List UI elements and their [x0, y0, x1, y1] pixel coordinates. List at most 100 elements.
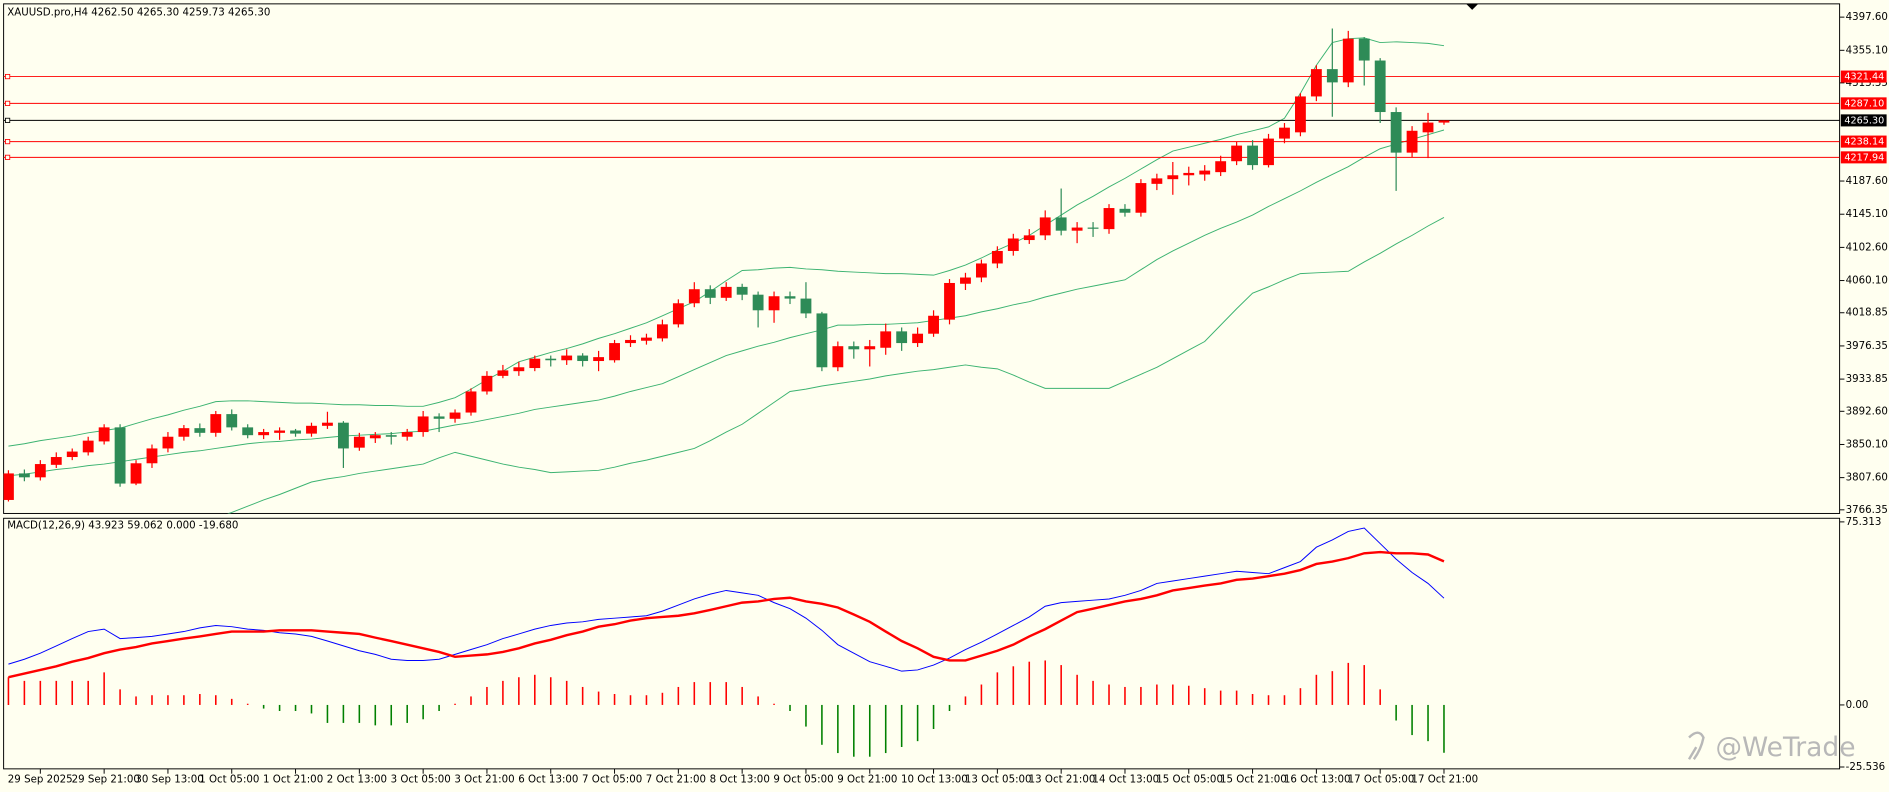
y-tick-label: 4102.60: [1846, 241, 1888, 253]
x-tick-label: 30 Sep 13:00: [135, 774, 203, 786]
candle-body: [210, 414, 222, 433]
candle-body: [1406, 130, 1418, 153]
candle-body: [880, 331, 892, 348]
candle-body: [768, 296, 780, 311]
candle-body: [800, 298, 812, 314]
candle-body: [513, 367, 525, 372]
candle-body: [401, 432, 413, 437]
candle-body: [1199, 170, 1211, 175]
x-tick-label: 13 Oct 21:00: [1029, 774, 1096, 786]
candle-body: [1231, 145, 1243, 162]
y-tick-label: 0.00: [1846, 699, 1869, 711]
y-tick-label: 3850.10: [1846, 438, 1888, 450]
level-handle: [4, 117, 11, 123]
x-tick-label: 3 Oct 21:00: [454, 774, 514, 786]
candle-body: [353, 436, 365, 448]
candle-body: [1247, 145, 1258, 166]
x-tick-label: 15 Oct 05:00: [1156, 774, 1223, 786]
candle-body: [449, 412, 461, 419]
axes: 4397.604355.104313.354187.604145.104102.…: [4, 11, 1888, 786]
x-tick-label: 1 Oct 21:00: [263, 774, 323, 786]
price-plot: [3, 28, 1840, 514]
candle-body: [497, 370, 509, 376]
candle-body: [290, 430, 301, 434]
x-tick-label: 7 Oct 05:00: [582, 774, 642, 786]
candle-body: [178, 428, 190, 437]
x-tick-label: 1 Oct 05:00: [199, 774, 259, 786]
level-tag: [1840, 151, 1887, 164]
candle-body: [417, 416, 429, 433]
candle-body: [672, 303, 684, 325]
y-tick-label: 3976.35: [1846, 340, 1888, 352]
candle-body: [1039, 217, 1051, 236]
candle-body: [114, 427, 126, 484]
macd-pane: [3, 517, 1841, 770]
candle-body: [1358, 38, 1370, 61]
candle-body: [1215, 161, 1227, 173]
watermark: @WeTrade: [1716, 732, 1856, 763]
x-tick-label: 10 Oct 13:00: [901, 774, 968, 786]
y-tick-label: -25.536: [1846, 761, 1886, 773]
candle-body: [50, 457, 62, 465]
x-tick-label: 13 Oct 05:00: [965, 774, 1032, 786]
candle-body: [1023, 235, 1035, 241]
candle-body: [704, 289, 716, 298]
x-tick-label: 17 Oct 05:00: [1348, 774, 1415, 786]
x-tick-label: 29 Sep 21:00: [72, 774, 140, 786]
watermark-logo: [1687, 731, 1705, 760]
x-tick-label: 8 Oct 13:00: [710, 774, 770, 786]
candle-body: [162, 436, 174, 449]
candle-body: [944, 282, 955, 320]
candle-body: [928, 315, 939, 334]
candle-body: [385, 435, 397, 437]
level-handle: [4, 154, 11, 160]
candle-body: [577, 355, 589, 362]
shift-marker: [1466, 3, 1479, 10]
x-tick-label: 14 Oct 13:00: [1092, 774, 1159, 786]
x-tick-label: 3 Oct 05:00: [391, 774, 451, 786]
candle-body: [1263, 138, 1274, 166]
level-label: 4265.30: [1844, 115, 1884, 126]
candle-body: [1422, 122, 1434, 133]
bollinger-band: [8, 37, 1445, 447]
candle-body: [752, 294, 764, 311]
macd-line: [8, 527, 1445, 672]
x-tick-label: 6 Oct 13:00: [518, 774, 578, 786]
candle-body: [1119, 208, 1131, 213]
candle-body: [369, 435, 381, 439]
candle-body: [848, 346, 860, 350]
candle-body: [991, 250, 1003, 264]
candle-body: [1390, 112, 1402, 153]
candle-body: [82, 440, 94, 453]
candle-body: [784, 296, 796, 299]
x-tick-label: 9 Oct 21:00: [837, 774, 897, 786]
candle-body: [960, 277, 971, 284]
level-tag: [1840, 114, 1887, 127]
price-pane: [3, 3, 1841, 514]
candle-body: [1183, 172, 1195, 176]
level-label: 4321.44: [1844, 72, 1884, 83]
level-handle: [4, 100, 11, 106]
candle-body: [98, 427, 110, 442]
level-tag: [1840, 97, 1887, 110]
y-tick-label: 4397.60: [1846, 11, 1888, 23]
y-tick-label: 3766.35: [1846, 504, 1888, 516]
y-tick-label: 4060.10: [1846, 275, 1888, 287]
candle-body: [1279, 127, 1290, 139]
candle-body: [1151, 178, 1163, 184]
y-tick-label: 3933.85: [1846, 373, 1888, 385]
x-tick-label: 7 Oct 21:00: [646, 774, 706, 786]
candle-body: [66, 451, 78, 458]
candle-body: [1103, 208, 1115, 230]
candle-body: [274, 430, 286, 433]
candle-body: [1438, 120, 1450, 123]
macd-line: [8, 550, 1445, 679]
candle-body: [130, 463, 142, 484]
candle-body: [1007, 238, 1019, 251]
candle-body: [529, 358, 541, 369]
candle-body: [975, 263, 987, 278]
y-tick-label: 3807.60: [1846, 472, 1888, 484]
candle-body: [1326, 69, 1338, 83]
